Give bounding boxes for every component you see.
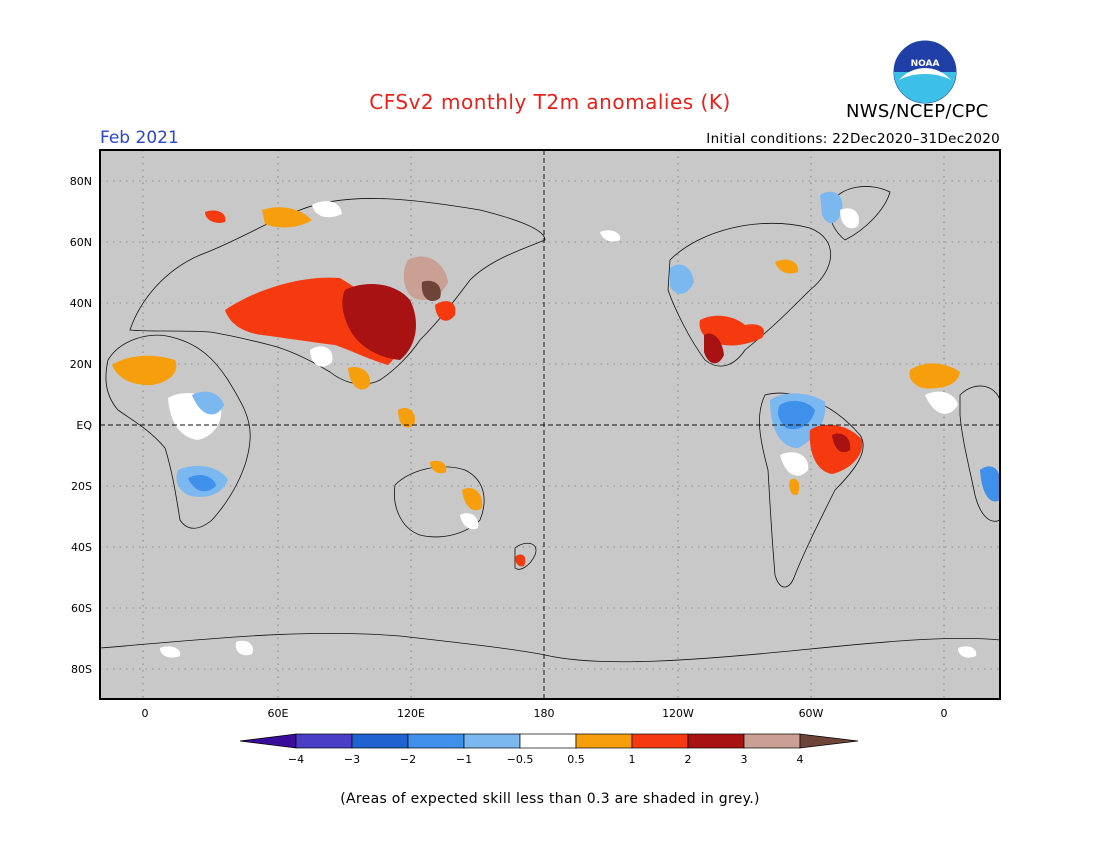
lon-tick: 60E <box>268 707 289 720</box>
lat-tick: 40S <box>71 541 92 554</box>
lon-tick: 0 <box>941 707 948 720</box>
lat-tick: 20N <box>70 358 92 371</box>
lat-tick: 60S <box>71 602 92 615</box>
colorbar-label: −4 <box>288 753 304 766</box>
valid-month: Feb 2021 <box>100 128 179 148</box>
colorbar-label: −2 <box>400 753 416 766</box>
initial-conditions: Initial conditions: 22Dec2020–31Dec2020 <box>706 131 1000 147</box>
map-frame <box>99 149 1001 700</box>
lat-tick: EQ <box>76 419 92 432</box>
colorbar-label: 1 <box>629 753 636 766</box>
lat-tick: 80S <box>71 663 92 676</box>
colorbar-label: 0.5 <box>567 753 585 766</box>
colorbar-swatch <box>463 733 521 749</box>
colorbar-swatch <box>519 733 577 749</box>
colorbar-swatch <box>575 733 633 749</box>
lon-tick: 120E <box>397 707 425 720</box>
chart-title: CFSv2 monthly T2m anomalies (K) <box>369 90 731 114</box>
colorbar-high-arrow <box>799 733 859 749</box>
lon-tick: 120W <box>662 707 694 720</box>
noaa-logo: NOAA <box>893 40 957 104</box>
colorbar-swatch <box>687 733 745 749</box>
skill-footnote: (Areas of expected skill less than 0.3 a… <box>340 791 760 807</box>
lat-tick: 20S <box>71 480 92 493</box>
colorbar-swatch <box>295 733 353 749</box>
colorbar-low-arrow <box>239 733 297 749</box>
lat-tick: 40N <box>70 297 92 310</box>
colorbar <box>239 733 859 749</box>
colorbar-swatch <box>351 733 409 749</box>
lat-axis: 80N 60N 40N 20N EQ 20S 40S 60S 80S <box>70 175 93 676</box>
colorbar-label: 4 <box>797 753 804 766</box>
colorbar-swatch <box>743 733 801 749</box>
lon-axis: 0 60E 120E 180 120W 60W 0 <box>142 707 948 720</box>
colorbar-labels: −4 −3 −2 −1 −0.5 0.5 1 2 3 4 <box>288 753 804 766</box>
colorbar-label: 3 <box>741 753 748 766</box>
colorbar-label: −1 <box>456 753 472 766</box>
anomaly-shading <box>112 191 1000 658</box>
colorbar-label: −0.5 <box>507 753 534 766</box>
lon-tick: 60W <box>799 707 824 720</box>
colorbar-swatch <box>407 733 465 749</box>
lat-tick: 60N <box>70 236 92 249</box>
logo-text: NOAA <box>911 59 940 69</box>
agency-label: NWS/NCEP/CPC <box>846 101 989 122</box>
colorbar-swatch <box>631 733 689 749</box>
lon-tick: 0 <box>142 707 149 720</box>
lon-tick: 180 <box>534 707 555 720</box>
lat-tick: 80N <box>70 175 92 188</box>
colorbar-label: −3 <box>344 753 360 766</box>
colorbar-label: 2 <box>685 753 692 766</box>
